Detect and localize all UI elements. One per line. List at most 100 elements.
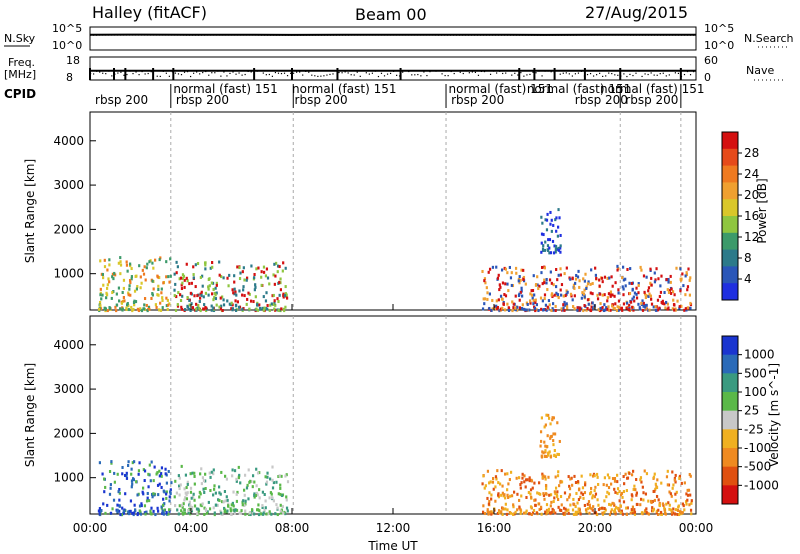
data-cell: [520, 494, 523, 498]
data-cell: [279, 288, 283, 292]
data-cell: [131, 461, 134, 465]
data-cell: [638, 306, 641, 310]
data-cell: [180, 509, 183, 513]
data-cell: [265, 267, 269, 271]
data-cell: [185, 486, 188, 490]
data-cell: [150, 506, 153, 510]
data-cell: [487, 502, 491, 506]
data-cell: [550, 434, 553, 438]
data-cell: [127, 512, 131, 516]
noise-left-label: N.Sky: [4, 32, 36, 45]
data-cell: [253, 495, 256, 499]
data-cell: [243, 294, 246, 298]
nave-point: [323, 75, 325, 77]
nave-point: [153, 70, 155, 72]
data-cell: [686, 488, 689, 492]
data-cell: [541, 247, 545, 251]
data-cell: [221, 308, 224, 312]
colorbar-tick-label: 100: [744, 385, 767, 399]
nave-point: [341, 72, 343, 74]
data-cell: [145, 510, 148, 514]
data-cell: [578, 279, 581, 283]
data-cell: [238, 289, 241, 293]
nave-point: [511, 74, 513, 76]
data-cell: [622, 475, 625, 479]
data-cell: [128, 279, 132, 283]
nave-point: [599, 72, 601, 74]
data-cell: [173, 272, 176, 276]
data-cell: [272, 499, 275, 503]
data-cell: [591, 496, 594, 500]
data-cell: [594, 266, 597, 270]
data-cell: [203, 303, 206, 307]
data-cell: [538, 284, 541, 288]
data-cell: [650, 297, 653, 301]
nave-point: [286, 75, 289, 77]
data-cell: [625, 506, 628, 510]
data-cell: [154, 303, 157, 307]
data-cell: [520, 306, 524, 310]
cpid-segment-label: rbsp 200: [451, 93, 504, 107]
data-cell: [498, 283, 501, 287]
data-cell: [640, 268, 643, 272]
nave-point: [444, 74, 446, 77]
data-cell: [270, 512, 273, 516]
data-cell: [576, 306, 579, 310]
data-cell: [593, 474, 596, 478]
data-cell: [139, 512, 143, 516]
data-cell: [97, 307, 101, 311]
nave-point: [302, 74, 304, 76]
data-cell: [286, 480, 290, 484]
nave-point: [135, 71, 137, 73]
data-cell: [530, 512, 533, 516]
data-cell: [667, 483, 671, 487]
data-cell: [226, 299, 229, 303]
data-cell: [483, 277, 487, 281]
data-cell: [553, 244, 556, 248]
data-cell: [629, 267, 632, 271]
nave-point: [632, 74, 634, 77]
data-cell: [102, 276, 105, 280]
data-cell: [149, 259, 152, 263]
data-cell: [219, 296, 222, 300]
data-cell: [179, 293, 182, 297]
data-cell: [653, 489, 656, 493]
data-cell: [213, 511, 216, 515]
data-cell: [234, 290, 237, 294]
data-cell: [613, 510, 616, 514]
data-cell: [504, 502, 507, 506]
data-cell: [529, 292, 532, 296]
cpid-segment-label: normal (fast) 151: [600, 82, 704, 96]
nave-point: [271, 75, 273, 77]
data-cell: [133, 503, 136, 507]
data-cell: [541, 450, 544, 454]
data-cell: [113, 471, 116, 475]
data-cell: [518, 476, 521, 480]
data-cell: [552, 283, 555, 287]
data-cell: [507, 309, 511, 313]
data-cell: [232, 490, 235, 494]
velocity-data: [97, 316, 693, 517]
data-cell: [271, 294, 274, 298]
data-cell: [630, 498, 633, 502]
data-cell: [582, 496, 585, 500]
data-cell: [497, 492, 500, 496]
data-cell: [486, 496, 489, 500]
colorbar-swatch: [722, 232, 738, 251]
data-cell: [229, 509, 232, 513]
colorbar-swatch: [722, 132, 738, 150]
data-cell: [282, 292, 285, 296]
data-cell: [549, 251, 553, 255]
data-cell: [233, 287, 236, 291]
data-cell: [560, 503, 563, 507]
data-cell: [552, 500, 555, 504]
data-cell: [204, 291, 208, 295]
data-cell: [251, 474, 255, 478]
data-cell: [177, 474, 180, 478]
data-cell: [613, 479, 617, 483]
data-cell: [549, 210, 552, 214]
cpid-segment-label: rbsp 200: [295, 93, 348, 107]
data-cell: [105, 296, 108, 300]
data-cell: [192, 492, 195, 496]
data-cell: [554, 244, 558, 248]
